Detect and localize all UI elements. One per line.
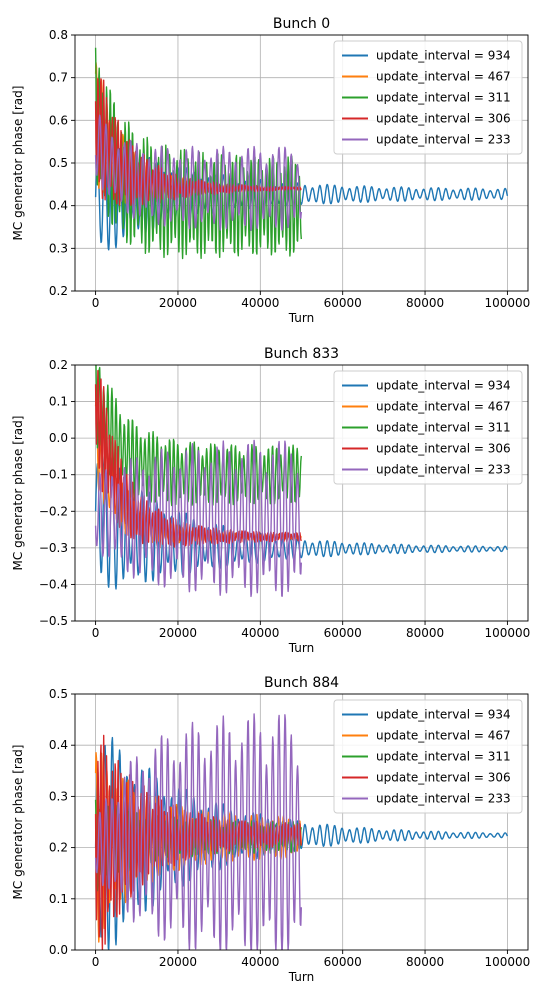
legend-box [333, 40, 523, 155]
y-tick-label: 0.5 [49, 687, 68, 701]
legend-label-0: update_interval = 934 [376, 49, 511, 63]
y-tick-label: −0.4 [39, 577, 68, 591]
chart-title: Bunch 833 [264, 346, 339, 362]
x-tick-label: 60000 [324, 296, 362, 310]
y-tick-label: 0.3 [49, 789, 68, 803]
x-tick-label: 80000 [406, 626, 444, 640]
y-tick-label: −0.3 [39, 541, 68, 555]
x-tick-label: 100000 [485, 955, 531, 969]
chart-panel-0: 0 20000 40000 60000 80000 100000 0.2 0.3 0.4 0.5 0… [11, 16, 530, 325]
legend-box [333, 699, 523, 814]
y-tick-label: 0.0 [49, 943, 68, 957]
legend-label-3: update_interval = 306 [376, 112, 511, 126]
y-axis-label: MC generator phase [rad] [11, 86, 25, 241]
y-tick-label: 0.3 [49, 241, 68, 255]
legend-label-2: update_interval = 311 [376, 421, 511, 435]
legend-label-3: update_interval = 306 [376, 771, 511, 785]
x-tick-label: 60000 [324, 626, 362, 640]
y-tick-label: 0.4 [49, 199, 68, 213]
legend-label-3: update_interval = 306 [376, 442, 511, 456]
y-axis-label: MC generator phase [rad] [11, 416, 25, 571]
x-tick-label: 40000 [241, 296, 279, 310]
legend-box [333, 370, 523, 485]
x-tick-label: 20000 [159, 955, 197, 969]
chart-title: Bunch 884 [264, 675, 339, 691]
y-tick-label: 0.2 [49, 358, 68, 372]
x-axis-label: Turn [288, 311, 314, 325]
y-tick-label: −0.2 [39, 504, 68, 518]
y-tick-label: 0.5 [49, 156, 68, 170]
y-tick-label: 0.0 [49, 431, 68, 445]
x-axis-label: Turn [288, 970, 314, 984]
series-line-0 [94, 454, 509, 590]
legend-label-0: update_interval = 934 [376, 379, 511, 393]
y-tick-label: 0.2 [49, 841, 68, 855]
y-tick-label: 0.4 [49, 738, 68, 752]
y-tick-label: 0.6 [49, 113, 68, 127]
x-tick-label: 100000 [485, 296, 531, 310]
chart-panel-2: 0 20000 40000 60000 80000 100000 0.0 0.1 0.2 0.3 0… [11, 675, 530, 984]
y-axis-label: MC generator phase [rad] [11, 745, 25, 900]
legend-label-0: update_interval = 934 [376, 708, 511, 722]
legend-label-4: update_interval = 233 [376, 792, 511, 806]
y-tick-label: 0.2 [49, 284, 68, 298]
x-tick-label: 40000 [241, 626, 279, 640]
legend: update_interval = 934 update_interval = 4… [333, 40, 523, 155]
x-tick-label: 0 [92, 955, 100, 969]
y-tick-label: −0.5 [39, 614, 68, 628]
series-line-4 [94, 439, 302, 598]
legend-label-1: update_interval = 467 [376, 729, 511, 743]
series-line-4 [94, 114, 302, 231]
x-tick-label: 40000 [241, 955, 279, 969]
x-tick-label: 100000 [485, 626, 531, 640]
y-tick-label: 0.1 [49, 892, 68, 906]
legend-label-2: update_interval = 311 [376, 91, 511, 105]
legend-label-4: update_interval = 233 [376, 133, 511, 147]
x-tick-label: 80000 [406, 296, 444, 310]
x-tick-label: 0 [92, 626, 100, 640]
series-line-0 [94, 141, 509, 251]
x-tick-label: 80000 [406, 955, 444, 969]
legend-label-1: update_interval = 467 [376, 70, 511, 84]
series-line-0 [94, 736, 509, 950]
legend: update_interval = 934 update_interval = 4… [333, 370, 523, 485]
y-tick-label: −0.1 [39, 468, 68, 482]
axes-frame [74, 364, 529, 622]
x-tick-label: 20000 [159, 296, 197, 310]
y-tick-label: 0.8 [49, 28, 68, 42]
legend-label-2: update_interval = 311 [376, 750, 511, 764]
axes-frame [74, 693, 529, 951]
x-tick-label: 20000 [159, 626, 197, 640]
y-tick-label: 0.7 [49, 71, 68, 85]
series-line-2 [94, 47, 302, 260]
x-axis-label: Turn [288, 641, 314, 655]
legend-label-1: update_interval = 467 [376, 400, 511, 414]
legend: update_interval = 934 update_interval = 4… [333, 699, 523, 814]
chart-title: Bunch 0 [273, 16, 330, 32]
x-tick-label: 0 [92, 296, 100, 310]
x-tick-label: 60000 [324, 955, 362, 969]
series-line-4 [94, 713, 302, 950]
chart-panel-1: 0 20000 40000 60000 80000 100000 −0.5 −0.4 −0.3 −… [11, 346, 530, 655]
legend-label-4: update_interval = 233 [376, 463, 511, 477]
y-tick-label: 0.1 [49, 395, 68, 409]
